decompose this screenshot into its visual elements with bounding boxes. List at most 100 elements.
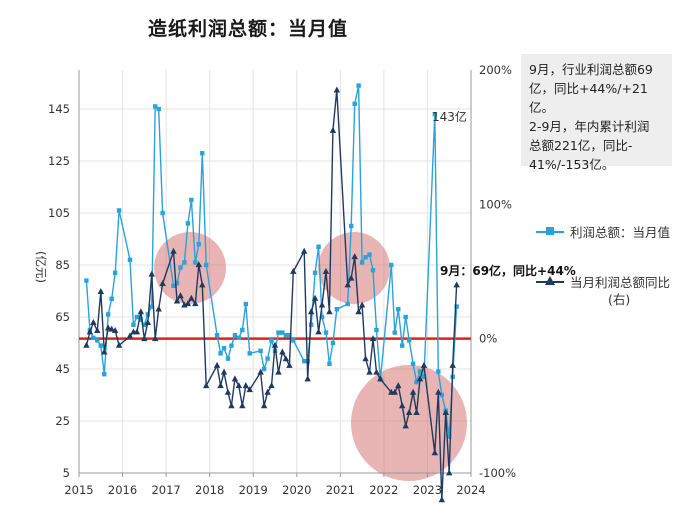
legend-profit-label: 利润总额：当月值 (570, 225, 671, 240)
series-yoy-point (152, 335, 159, 342)
x-tick-label: 2021 (326, 483, 355, 497)
series-yoy-point (141, 335, 148, 342)
x-tick-label: 2024 (456, 483, 485, 497)
series-profit-point (127, 257, 133, 262)
series-yoy-point (290, 267, 297, 274)
annotation-peak: 143亿 (432, 110, 467, 124)
series-yoy-point (202, 382, 210, 389)
series-profit-point (105, 312, 111, 317)
note-line: 41%/-153亿。 (529, 157, 615, 172)
series-yoy-point (304, 375, 311, 382)
series-profit-point (367, 252, 372, 257)
series-profit-point (399, 343, 405, 348)
series-yoy-point (377, 375, 384, 382)
series-yoy-point (199, 281, 206, 288)
series-profit-point (316, 244, 321, 249)
series-profit-point (269, 338, 274, 343)
series-yoy-point (126, 332, 134, 339)
series-yoy-point (431, 449, 439, 456)
series-profit-point (396, 307, 401, 312)
series-yoy-point (453, 281, 460, 288)
series-profit-point (392, 330, 397, 335)
series-yoy-point (228, 402, 235, 409)
series-profit-point (149, 304, 154, 309)
series-profit-point (243, 301, 249, 307)
series-profit-point (374, 327, 379, 333)
series-yoy-point (101, 348, 108, 355)
series-yoy-point (395, 382, 402, 389)
series-yoy-point (405, 408, 413, 415)
series-yoy-point (144, 318, 152, 325)
series-layer (79, 83, 471, 503)
series-yoy-point (192, 300, 199, 307)
series-profit-point (214, 333, 220, 338)
series-profit-point (327, 361, 332, 366)
series-profit-point (410, 361, 416, 366)
series-profit-point (247, 351, 252, 356)
series-yoy-point (318, 301, 326, 308)
series-yoy-point (311, 294, 319, 301)
series-yoy-point (402, 422, 409, 429)
series-profit-point (138, 317, 144, 322)
series-yoy-point (398, 402, 406, 409)
x-tick-label: 2022 (369, 483, 398, 497)
series-profit-point (196, 242, 201, 247)
series-yoy-point (279, 348, 286, 355)
series-yoy-point (260, 402, 268, 409)
series-profit-point (200, 151, 205, 156)
series-profit-point (345, 301, 350, 307)
series-profit-point (185, 221, 191, 226)
series-profit-point (280, 330, 285, 335)
series-profit-point (439, 392, 445, 398)
legend-profit: 利润总额：当月值 (536, 224, 670, 241)
series-profit-point (91, 335, 96, 340)
series-profit-point (301, 359, 307, 364)
series-yoy-point (435, 388, 442, 395)
series-yoy-point (300, 247, 308, 254)
y2-tick-label: 200% (479, 63, 512, 77)
series-profit-point (414, 379, 419, 385)
series-profit-point (134, 314, 140, 320)
y-tick-label: 85 (55, 258, 70, 272)
series-profit-point (312, 270, 318, 275)
series-profit-point (406, 338, 412, 343)
series-yoy-point (235, 382, 243, 389)
annotation-sep: 9月：69亿，同比+44% (440, 264, 576, 278)
series-profit-point (363, 255, 368, 260)
series-yoy-point (83, 341, 90, 348)
series-yoy-point (409, 388, 417, 395)
series-profit-point (454, 304, 459, 309)
series-yoy-point (329, 126, 337, 133)
x-tick-label: 2019 (239, 483, 268, 497)
series-profit-point (356, 83, 361, 88)
series-profit-point (334, 307, 340, 312)
x-tick-label: 2020 (282, 483, 311, 497)
series-yoy-point (271, 341, 279, 348)
series-profit-point (142, 322, 147, 327)
series-profit-point (265, 356, 270, 361)
series-yoy-point (449, 361, 456, 368)
series-yoy-point (264, 388, 271, 395)
series-profit-point (232, 333, 238, 338)
y-tick-label: 5 (63, 466, 70, 480)
series-yoy-point (86, 328, 94, 335)
series-yoy-point (239, 402, 246, 409)
series-yoy-point (355, 308, 362, 315)
series-profit-point (349, 223, 354, 229)
x-tick-label: 2018 (195, 483, 224, 497)
series-profit-point (116, 208, 122, 213)
series-profit-point (276, 330, 281, 335)
series-yoy-point (446, 469, 453, 476)
chart-title: 造纸利润总额：当月值 (148, 18, 349, 40)
series-yoy-point (173, 297, 181, 304)
y-tick-label: 45 (55, 362, 70, 376)
x-tick-label: 2016 (108, 483, 137, 497)
series-yoy-point (217, 382, 224, 389)
series-profit-point (193, 260, 198, 265)
series-profit-point (182, 260, 187, 265)
series-profit-point (330, 340, 336, 346)
legend-yoy-swatch (536, 274, 564, 288)
note-box: 9月，行业利润总额69 亿，同比+44%/+21亿。 2-9月，年内累计利润 总… (521, 54, 672, 172)
series-yoy-point (333, 86, 341, 93)
series-profit-point (225, 356, 231, 361)
